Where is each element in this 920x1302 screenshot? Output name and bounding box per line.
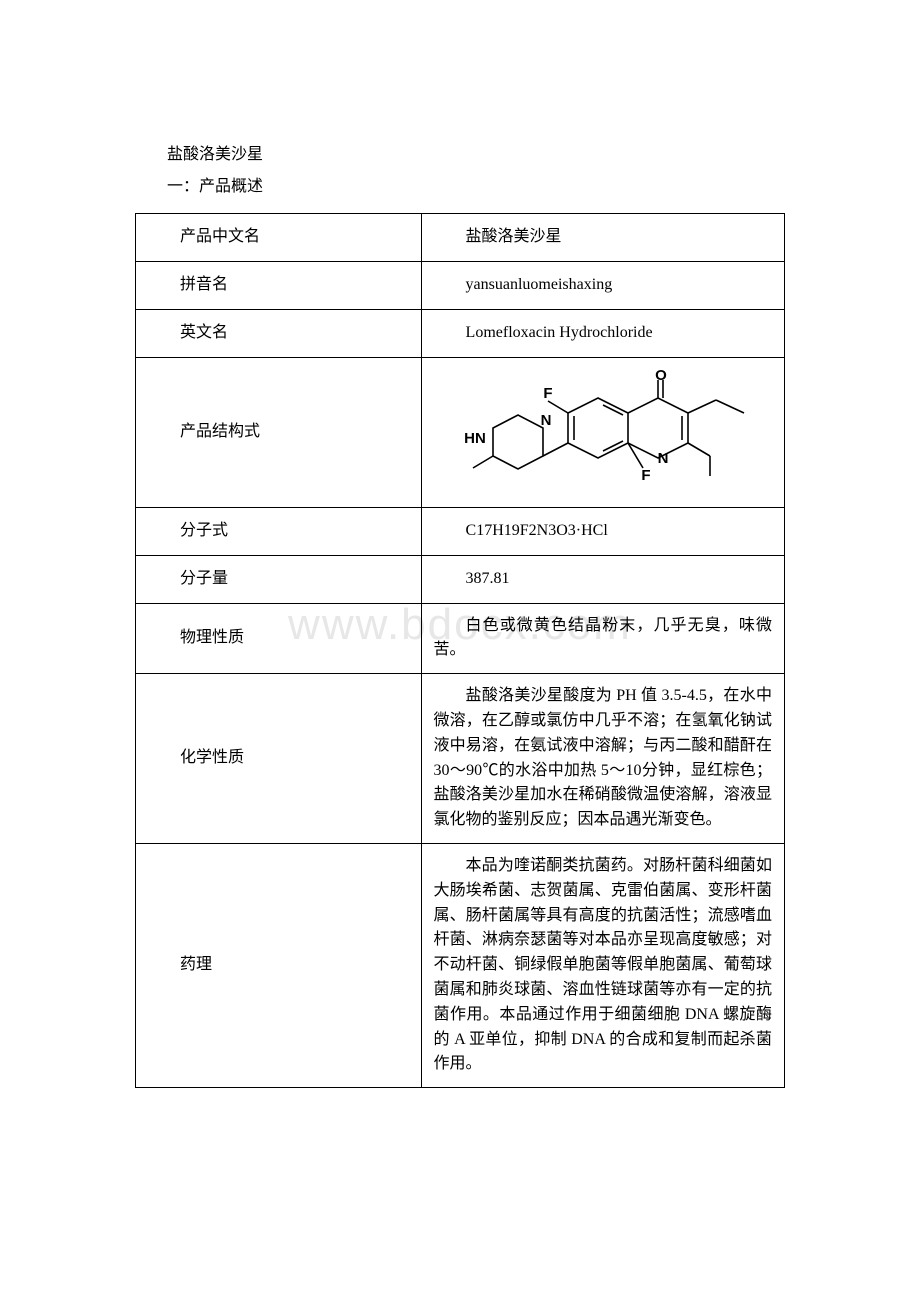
row-value: 387.81 <box>421 555 784 603</box>
svg-text:HN: HN <box>464 430 486 447</box>
row-label: 化学性质 <box>136 674 422 844</box>
row-label: 药理 <box>136 843 422 1087</box>
row-value: 本品为喹诺酮类抗菌药。对肠杆菌科细菌如大肠埃希菌、志贺菌属、克雷伯菌属、变形杆菌… <box>421 843 784 1087</box>
chemical-structure-icon: O F F N N HN <box>448 368 758 488</box>
paragraph-text: 白色或微黄色结晶粉末，几乎无臭，味微苦。 <box>434 614 772 664</box>
row-label: 产品中文名 <box>136 213 422 261</box>
row-value: 白色或微黄色结晶粉末，几乎无臭，味微苦。 <box>421 603 784 674</box>
table-row: 产品中文名 盐酸洛美沙星 <box>136 213 785 261</box>
row-value: 盐酸洛美沙星 <box>421 213 784 261</box>
row-label: 分子式 <box>136 507 422 555</box>
row-label: 产品结构式 <box>136 357 422 507</box>
row-label: 物理性质 <box>136 603 422 674</box>
row-value: C17H19F2N3O3·HCl <box>421 507 784 555</box>
section-heading: 一：产品概述 <box>135 172 785 202</box>
table-row: 药理 本品为喹诺酮类抗菌药。对肠杆菌科细菌如大肠埃希菌、志贺菌属、克雷伯菌属、变… <box>136 843 785 1087</box>
table-row: 拼音名 yansuanluomeishaxing <box>136 261 785 309</box>
table-row: 物理性质 白色或微黄色结晶粉末，几乎无臭，味微苦。 <box>136 603 785 674</box>
structure-cell: O F F N N HN <box>421 357 784 507</box>
table-row: 分子式 C17H19F2N3O3·HCl <box>136 507 785 555</box>
svg-text:N: N <box>657 450 668 467</box>
doc-title: 盐酸洛美沙星 <box>135 140 785 170</box>
paragraph-text: 盐酸洛美沙星酸度为 PH 值 3.5-4.5，在水中微溶，在乙醇或氯仿中几乎不溶… <box>434 684 772 833</box>
row-value: 盐酸洛美沙星酸度为 PH 值 3.5-4.5，在水中微溶，在乙醇或氯仿中几乎不溶… <box>421 674 784 844</box>
table-row: 产品结构式 <box>136 357 785 507</box>
table-row: 英文名 Lomefloxacin Hydrochloride <box>136 309 785 357</box>
row-label: 拼音名 <box>136 261 422 309</box>
row-label: 英文名 <box>136 309 422 357</box>
svg-text:F: F <box>543 385 552 402</box>
product-info-table: 产品中文名 盐酸洛美沙星 拼音名 yansuanluomeishaxing 英文… <box>135 213 785 1088</box>
table-row: 分子量 387.81 <box>136 555 785 603</box>
paragraph-text: 本品为喹诺酮类抗菌药。对肠杆菌科细菌如大肠埃希菌、志贺菌属、克雷伯菌属、变形杆菌… <box>434 854 772 1077</box>
row-label: 分子量 <box>136 555 422 603</box>
row-value: Lomefloxacin Hydrochloride <box>421 309 784 357</box>
table-row: 化学性质 盐酸洛美沙星酸度为 PH 值 3.5-4.5，在水中微溶，在乙醇或氯仿… <box>136 674 785 844</box>
svg-text:O: O <box>655 368 667 384</box>
row-value: yansuanluomeishaxing <box>421 261 784 309</box>
svg-text:N: N <box>540 412 551 429</box>
svg-text:F: F <box>641 467 650 484</box>
